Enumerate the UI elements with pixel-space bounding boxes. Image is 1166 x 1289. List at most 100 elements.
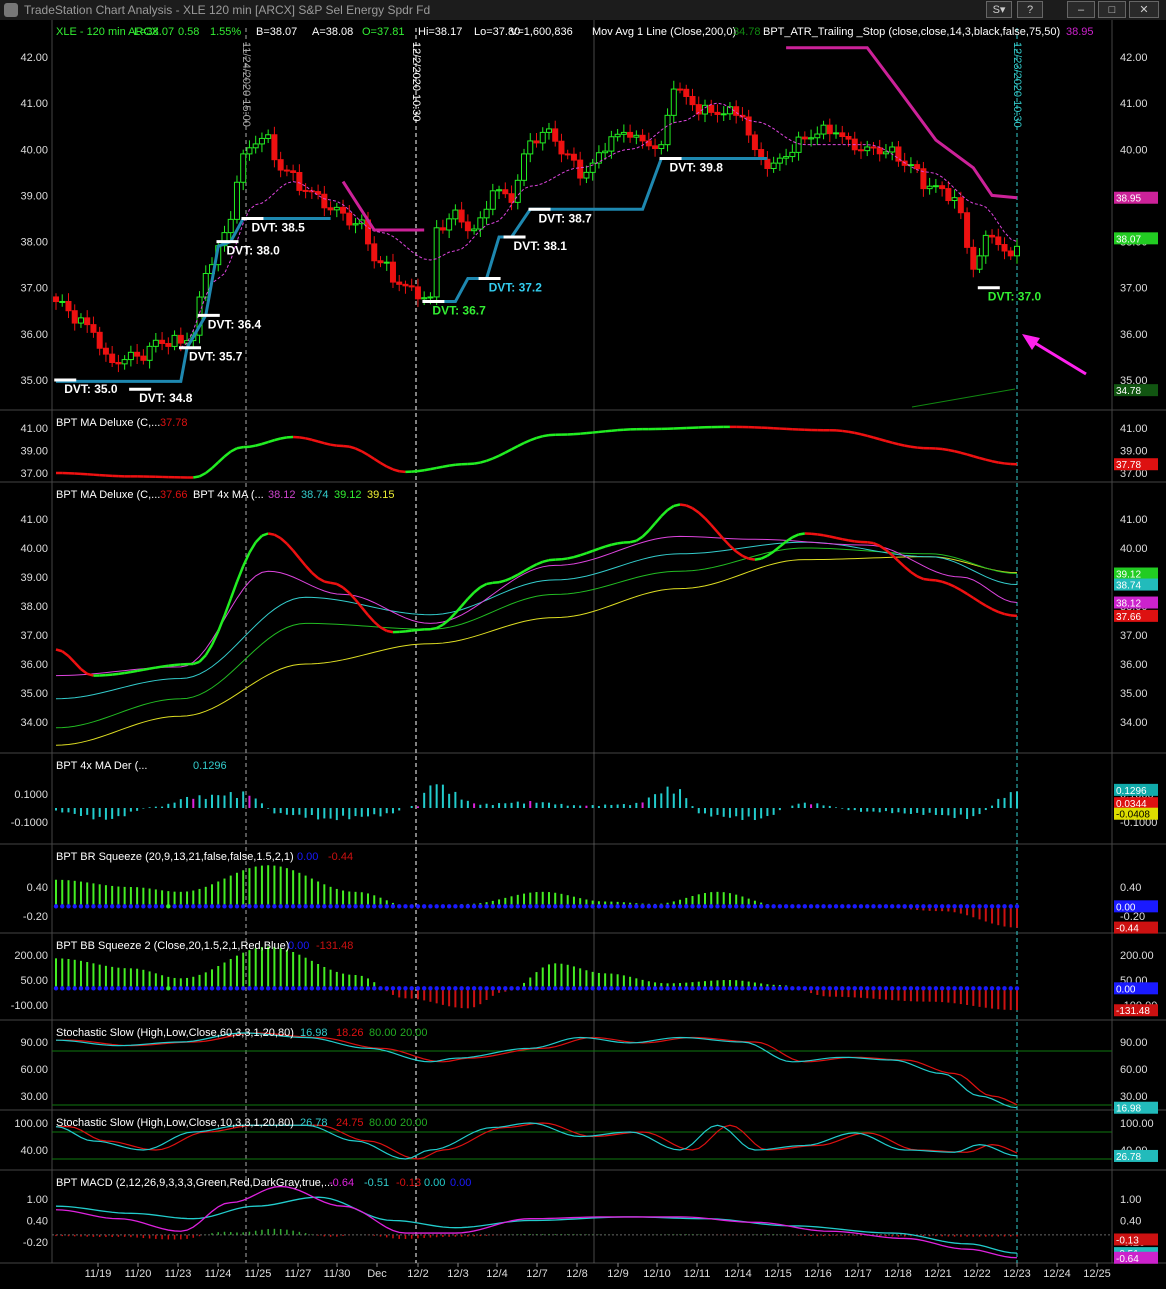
- ma-deluxe-line: [80, 668, 88, 675]
- candle-body: [964, 212, 971, 248]
- squeeze-dot: [284, 904, 290, 909]
- squeeze-dot: [546, 904, 552, 909]
- badge-label: 38.12: [1116, 599, 1141, 610]
- value-badge: [1114, 982, 1158, 995]
- squeeze-dot: [833, 986, 839, 991]
- candle-body: [127, 351, 134, 361]
- squeeze-dot: [896, 904, 901, 909]
- squeeze-dot: [97, 986, 102, 991]
- squeeze-dot: [459, 904, 464, 909]
- squeeze-dot: [840, 904, 845, 909]
- ma-deluxe-line: [217, 455, 226, 464]
- squeeze-dot: [91, 904, 96, 909]
- y-tick-left: 1.00: [27, 1194, 48, 1206]
- squeeze-dot: [66, 986, 71, 991]
- ma-deluxe-line: [242, 552, 251, 567]
- y-tick-right: 90.00: [1120, 1037, 1148, 1049]
- squeeze-dot: [646, 904, 652, 909]
- link-button[interactable]: S▾: [986, 1, 1012, 18]
- candle-body: [514, 179, 521, 203]
- candle-body: [346, 212, 353, 226]
- candle-body: [989, 234, 996, 238]
- squeeze-dot: [253, 986, 258, 991]
- squeeze-dot: [91, 986, 96, 991]
- header-vol: V=1,600,836: [510, 26, 573, 38]
- ma-deluxe-line: [504, 448, 513, 454]
- ma-deluxe-line: [729, 544, 738, 553]
- ma-deluxe-line: [229, 581, 239, 600]
- squeeze-dot: [677, 904, 683, 909]
- candle-body: [689, 95, 696, 106]
- window-title: TradeStation Chart Analysis - XLE 120 mi…: [24, 3, 431, 17]
- value-badge: [1114, 596, 1158, 609]
- candle-body: [652, 145, 659, 150]
- squeeze-dot: [939, 904, 945, 909]
- ma-deluxe-line: [411, 628, 419, 632]
- squeeze-dot: [921, 904, 926, 909]
- squeeze-dot: [821, 986, 826, 991]
- minimize-icon[interactable]: –: [1067, 1, 1095, 18]
- squeeze-dot: [465, 904, 471, 909]
- badge-label: 38.95: [1116, 194, 1141, 205]
- squeeze-dot: [409, 904, 414, 909]
- ma-deluxe-line: [480, 459, 487, 464]
- squeeze-dot: [765, 986, 770, 991]
- ma-deluxe-line: [823, 534, 831, 538]
- squeeze-dot: [946, 904, 951, 909]
- ma-deluxe-line: [423, 467, 431, 472]
- ma-deluxe-line: [978, 600, 987, 607]
- ma-deluxe-line: [679, 503, 687, 507]
- ma-deluxe-line: [143, 667, 150, 672]
- candle-body: [414, 286, 421, 300]
- panel-6: 90.00 90.00 60.00 60.00 30.00 30.00: [0, 1037, 1166, 1111]
- close-icon[interactable]: ✕: [1129, 1, 1159, 18]
- squeeze-dot: [958, 986, 964, 991]
- squeeze-dot: [247, 986, 252, 991]
- ma-deluxe-line: [448, 612, 457, 621]
- y-tick-left: 0.40: [27, 882, 48, 894]
- candle-body: [233, 181, 240, 220]
- squeeze-dot: [652, 986, 658, 991]
- panel-value: 0.00: [424, 1177, 445, 1189]
- ma-deluxe-line: [704, 517, 713, 526]
- candle-body: [770, 162, 777, 169]
- y-tick-right: 36.00: [1120, 329, 1148, 341]
- chart-area[interactable]: 42.00 42.00 41.00 41.00 40.00 40.00 39.00 39.00…: [0, 20, 1166, 1289]
- squeeze-dot: [758, 904, 764, 909]
- candle-body: [389, 261, 396, 283]
- squeeze-dot: [159, 904, 165, 909]
- panel-4: 0.40 0.40 -0.20 -0.20: [0, 882, 1166, 934]
- ma-deluxe-line: [317, 440, 325, 445]
- squeeze-dot: [303, 986, 308, 991]
- squeeze-dot: [247, 904, 252, 909]
- ma-deluxe-line: [910, 445, 918, 449]
- candle-body: [726, 106, 733, 115]
- squeeze-dot: [733, 904, 739, 909]
- dvt-label: DVT: 38.5: [251, 221, 305, 235]
- ma-deluxe-line: [236, 445, 244, 450]
- candle-body: [857, 149, 864, 152]
- candle-body: [333, 206, 340, 211]
- help-icon[interactable]: ?: [1017, 1, 1043, 18]
- ma-deluxe-line: [124, 670, 132, 675]
- header-stop_label: BPT_ATR_Trailing _Stop (close,close,14,3…: [763, 26, 1060, 38]
- squeeze-dot: [440, 986, 446, 991]
- candle-body: [159, 339, 166, 344]
- squeeze-dot: [297, 986, 302, 991]
- squeeze-dot: [315, 904, 321, 909]
- squeeze-dot: [933, 986, 939, 991]
- ma-deluxe-line: [473, 461, 481, 465]
- value-badge: [1114, 807, 1158, 820]
- candle-body: [776, 157, 783, 164]
- maximize-icon[interactable]: □: [1098, 1, 1126, 18]
- y-tick-left: 39.00: [20, 446, 48, 458]
- squeeze-dot: [340, 904, 346, 909]
- squeeze-dot: [397, 904, 402, 909]
- squeeze-dot: [827, 904, 832, 909]
- ma-deluxe-line: [897, 560, 906, 568]
- candle-body: [583, 171, 590, 179]
- value-badge: [1114, 191, 1158, 204]
- ma-deluxe-line: [399, 630, 406, 634]
- ma-deluxe-line: [710, 524, 719, 533]
